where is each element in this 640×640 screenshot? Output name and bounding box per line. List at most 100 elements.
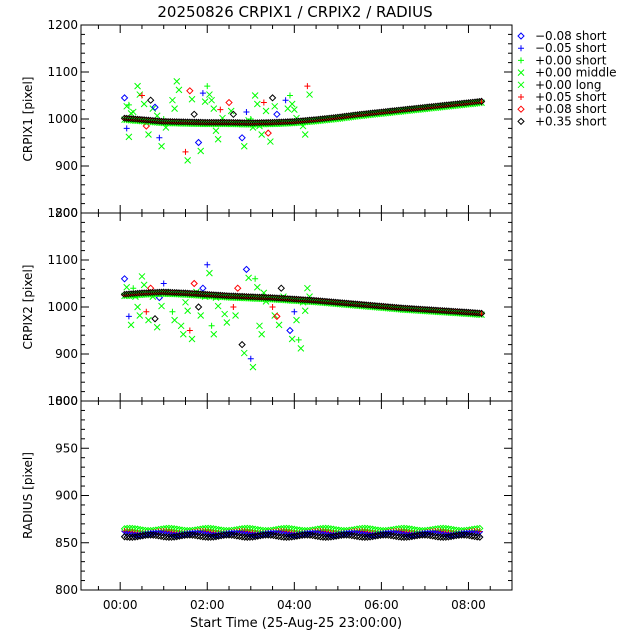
panel-crpix1: 800 900 1000 1100 1200 CRPIX1 [pixel] [21, 18, 513, 220]
radius-point [188, 531, 197, 539]
legend-entry: +0.00 middle [517, 66, 617, 80]
panel-radius: 800 850 900 950 1000 RADIUS [pixel] [21, 394, 513, 597]
crpix2-scatter-point [169, 308, 176, 315]
radius-point [355, 533, 364, 541]
crpix2-scatter-point [232, 312, 239, 319]
crpix2-scatter-point [194, 303, 203, 311]
crpix1-scatter-point [229, 110, 238, 119]
crpix2-scatter-point [160, 280, 167, 287]
crpix2-y-tick-label: 1100 [47, 253, 78, 267]
radius-point [269, 531, 278, 540]
crpix2-scatter-point [125, 313, 132, 320]
crpix1-scatter-point [138, 92, 145, 99]
crpix2-trend-point [477, 309, 486, 318]
crpix1-scatter-point [282, 97, 289, 104]
radius-point [421, 531, 429, 539]
crpix1-scatter-point [301, 131, 309, 138]
radius-point [316, 533, 325, 541]
radius-point [376, 531, 385, 539]
radius-point [243, 533, 252, 541]
radius-point [389, 532, 398, 540]
legend-label: +0.00 middle [535, 66, 617, 80]
crpix1-scatter-point [267, 138, 274, 145]
radius-point [308, 531, 317, 540]
crpix1-scatter-point [186, 87, 194, 95]
crpix2-scatter-point [238, 340, 246, 349]
crpix2-scatter-point [210, 330, 218, 338]
crpix1-scatter-point [184, 157, 192, 164]
crpix1-scatter-point [304, 83, 311, 90]
radius-data [120, 524, 484, 541]
radius-point [397, 533, 406, 541]
legend-entry: −0.05 short [518, 41, 607, 55]
crpix2-scatter-point [140, 281, 148, 289]
crpix2-scatter-point [151, 315, 159, 323]
crpix1-scatter-point [190, 110, 198, 119]
crpix1-scatter-point [125, 133, 133, 141]
legend-label: −0.08 short [535, 29, 607, 43]
crpix1-scatter-point [217, 106, 224, 113]
crpix2-scatter-point [293, 316, 300, 324]
crpix1-scatter-point [262, 107, 270, 115]
crpix1-scatter-point [188, 95, 196, 103]
crpix2-scatter-point [171, 316, 178, 324]
radius-point [455, 531, 463, 539]
radius-point [306, 531, 314, 539]
crpix2-scatter-point [249, 363, 257, 371]
legend-label: +0.00 short [535, 53, 607, 67]
radius-point [473, 533, 481, 541]
legend-marker [517, 117, 525, 126]
crpix2-scatter-point [252, 275, 259, 282]
x-tick-label: 06:00 [364, 598, 399, 612]
crpix2-scatter-point [295, 336, 302, 343]
radius-point [162, 533, 171, 541]
crpix2-scatter-point [204, 261, 211, 268]
crpix2-scatter-point [143, 308, 150, 315]
crpix2-scatter-point [138, 273, 146, 280]
crpix1-scatter-point [175, 86, 183, 94]
radius-point [152, 531, 160, 540]
crpix2-scatter-point [269, 304, 276, 310]
radius-point [384, 531, 393, 539]
legend-marker [517, 69, 525, 76]
crpix2-scatter-point [223, 319, 231, 326]
radius-point [267, 531, 275, 539]
legend-marker [517, 81, 525, 89]
radius-point [358, 533, 366, 541]
x-tick-label: 04:00 [277, 598, 312, 612]
crpix2-scatter-point [206, 269, 213, 277]
crpix2-scatter-point [208, 322, 215, 329]
radius-point [321, 533, 330, 541]
radius-point [233, 532, 241, 540]
crpix2-scatter-point [256, 322, 263, 330]
crpix2-scatter-point [136, 312, 144, 319]
radius-point [345, 531, 353, 539]
radius-point [180, 531, 189, 540]
radius-point [225, 531, 233, 539]
crpix1-scatter-point [146, 96, 155, 104]
radius-point [465, 531, 474, 540]
crpix2-scatter-point [186, 327, 193, 334]
radius-point [186, 531, 194, 539]
legend-marker [518, 57, 524, 64]
radius-y-tick-label: 950 [55, 441, 78, 455]
radius-point [146, 531, 155, 539]
crpix1-scatter-point [268, 94, 277, 102]
legend-label: +0.35 short [535, 114, 607, 128]
radius-point [199, 533, 207, 541]
crpix1-scatter-point [156, 134, 163, 141]
radius-point [379, 531, 387, 539]
crpix2-scatter-point [234, 284, 242, 292]
crpix1-scatter-point [288, 100, 296, 108]
radius-point [426, 531, 434, 540]
radius-point [264, 531, 272, 539]
radius-point [298, 531, 306, 539]
radius-point [193, 532, 202, 540]
crpix1-scatter-point [182, 148, 189, 155]
legend-marker [517, 32, 525, 40]
crpix1-scatter-point [151, 103, 159, 111]
legend-entry: +0.05 short [518, 90, 607, 104]
radius-point [418, 531, 427, 539]
legend-entry: −0.08 short [517, 29, 607, 43]
